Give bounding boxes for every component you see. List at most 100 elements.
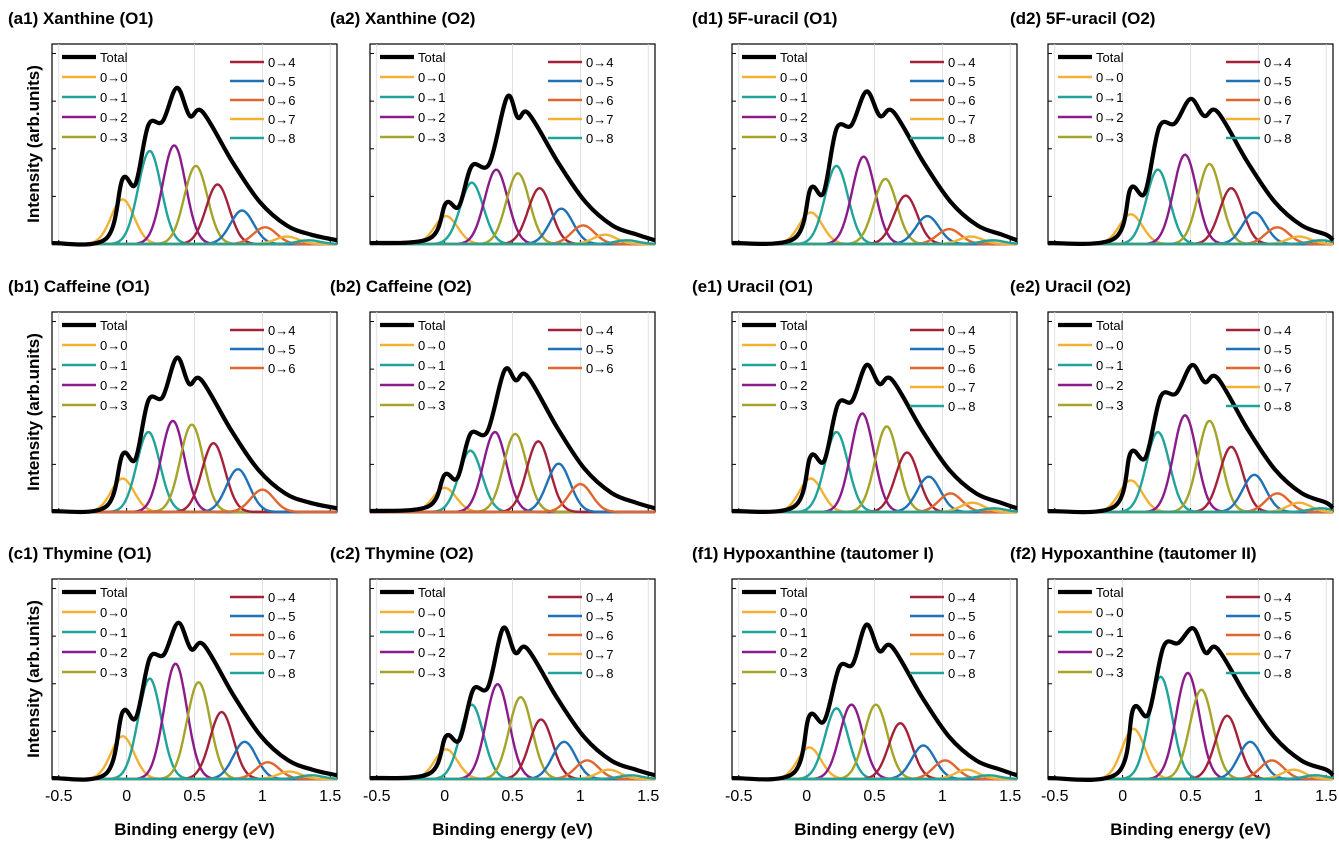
legend-label: Total [780,585,808,600]
legend-label: 0→5 [268,342,295,357]
legend-label: 0→8 [948,131,975,146]
x-tick-label: 1.5 [637,788,659,805]
legend-label: 0→0 [780,605,807,620]
series-line-0-8 [370,239,655,246]
legend-label: 0→6 [268,628,295,643]
legend-label: 0→7 [586,112,613,127]
x-tick-label: -0.5 [725,788,753,805]
legend-label: 0→8 [586,666,613,681]
legend-label: 0→4 [948,55,975,70]
legend-label: 0→8 [586,131,613,146]
legend-label: 0→6 [586,93,613,108]
legend-label: 0→5 [948,74,975,89]
x-tick-label: 0.5 [183,788,205,805]
legend-label: 0→1 [100,625,127,640]
legend-label: 0→5 [948,609,975,624]
panel-6: (e1) Uracil (O1) Total 0→0 0→1 0→2 0→3 0→4 0→5 0… [692,277,1018,514]
legend-label: Total [780,50,808,65]
legend-label: 0→7 [268,112,295,127]
legend-label: 0→1 [780,90,807,105]
legend-label: 0→4 [268,590,295,605]
legend-label: 0→6 [586,628,613,643]
x-tick-label: 1 [576,788,585,805]
legend-label: 0→6 [1264,361,1291,376]
legend-label: 0→3 [780,398,807,413]
legend-label: Total [418,585,446,600]
legend-label: 0→6 [1264,628,1291,643]
legend-label: 0→0 [1096,605,1123,620]
x-tick-label: -0.5 [1041,788,1069,805]
series-line-total [369,366,656,514]
legend-label: 0→1 [780,625,807,640]
series-line-total [51,355,338,515]
panel-title: (c1) Thymine (O1) [8,544,152,563]
panel-7: (e2) Uracil (O2) Total 0→0 0→1 0→2 0→3 0→4 0→5 0… [1010,277,1335,515]
legend-label: 0→2 [100,110,127,125]
legend-label: 0→0 [100,338,127,353]
x-tick-label: 0.5 [863,788,885,805]
series-line-total [1047,626,1335,782]
series-line-total [731,89,1018,246]
panel-title: (d1) 5F-uracil (O1) [692,9,837,28]
legend-label: 0→4 [268,323,295,338]
panel-10: (f1) Hypoxanthine (tautomer I) -0.5 0 0.5 1 1… [692,544,1021,839]
legend-label: 0→7 [1264,112,1291,127]
legend-label: 0→6 [948,628,975,643]
panel-9: (c2) Thymine (O2) -0.5 0 0.5 1 1.5 Total 0→0 0→1… [330,544,659,839]
legend-label: Total [100,585,128,600]
panel-title: (b2) Caffeine (O2) [330,277,472,296]
legend-label: 0→0 [100,70,127,85]
legend-label: 0→2 [418,378,445,393]
legend-label: 0→8 [948,399,975,414]
panel-title: (a2) Xanthine (O2) [330,9,475,28]
legend-label: 0→1 [418,358,445,373]
legend-label: 0→8 [948,666,975,681]
panel-title: (f2) Hypoxanthine (tautomer II) [1010,544,1257,563]
legend-label: 0→5 [586,342,613,357]
y-axis-label: Intensity (arb.units) [24,600,43,758]
x-tick-label: 0 [440,788,449,805]
legend-label: 0→0 [780,338,807,353]
legend-label: 0→7 [268,647,295,662]
legend-label: Total [418,50,446,65]
series-line-total [369,93,656,246]
panel-11: (f2) Hypoxanthine (tautomer II) -0.5 0 0.5 1… [1010,544,1337,839]
x-axis-label: Binding energy (eV) [794,820,955,839]
legend-label: 0→3 [100,398,127,413]
panel-2: (d1) 5F-uracil (O1) Total 0→0 0→1 0→2 0→3 0→4 0… [692,9,1018,246]
y-axis-label: Intensity (arb.units) [24,333,43,491]
legend-label: 0→4 [1264,55,1291,70]
panel-title: (e1) Uracil (O1) [692,277,813,296]
legend-label: 0→3 [418,398,445,413]
x-tick-label: 1.5 [999,788,1021,805]
legend-label: 0→2 [100,645,127,660]
x-tick-label: 0.5 [501,788,523,805]
series-line-0-6 [52,488,337,514]
legend-label: 0→7 [948,380,975,395]
panel-title: (c2) Thymine (O2) [330,544,474,563]
legend-label: 0→1 [418,625,445,640]
x-tick-label: 1.5 [1315,788,1337,805]
legend-label: 0→6 [1264,93,1291,108]
legend-label: 0→2 [1096,378,1123,393]
panel-8: (c1) Thymine (O1) -0.5 0 0.5 1 1.5 Total 0→0 0→1… [8,544,341,839]
legend-label: 0→2 [418,645,445,660]
legend-label: 0→1 [1096,625,1123,640]
legend-label: 0→2 [100,378,127,393]
series-line-total [51,620,338,782]
legend-label: 0→7 [586,647,613,662]
legend-label: 0→3 [100,665,127,680]
legend-label: 0→2 [1096,645,1123,660]
panel-title: (b1) Caffeine (O1) [8,277,150,296]
legend-label: 0→3 [418,665,445,680]
legend-label: 0→3 [780,130,807,145]
legend-label: 0→0 [780,70,807,85]
legend-label: 0→6 [268,93,295,108]
legend-label: 0→4 [1264,590,1291,605]
legend-label: 0→0 [1096,338,1123,353]
legend-label: 0→7 [1264,380,1291,395]
legend-label: 0→1 [780,358,807,373]
legend-label: 0→8 [1264,666,1291,681]
legend-label: 0→7 [948,112,975,127]
legend-label: Total [100,50,128,65]
